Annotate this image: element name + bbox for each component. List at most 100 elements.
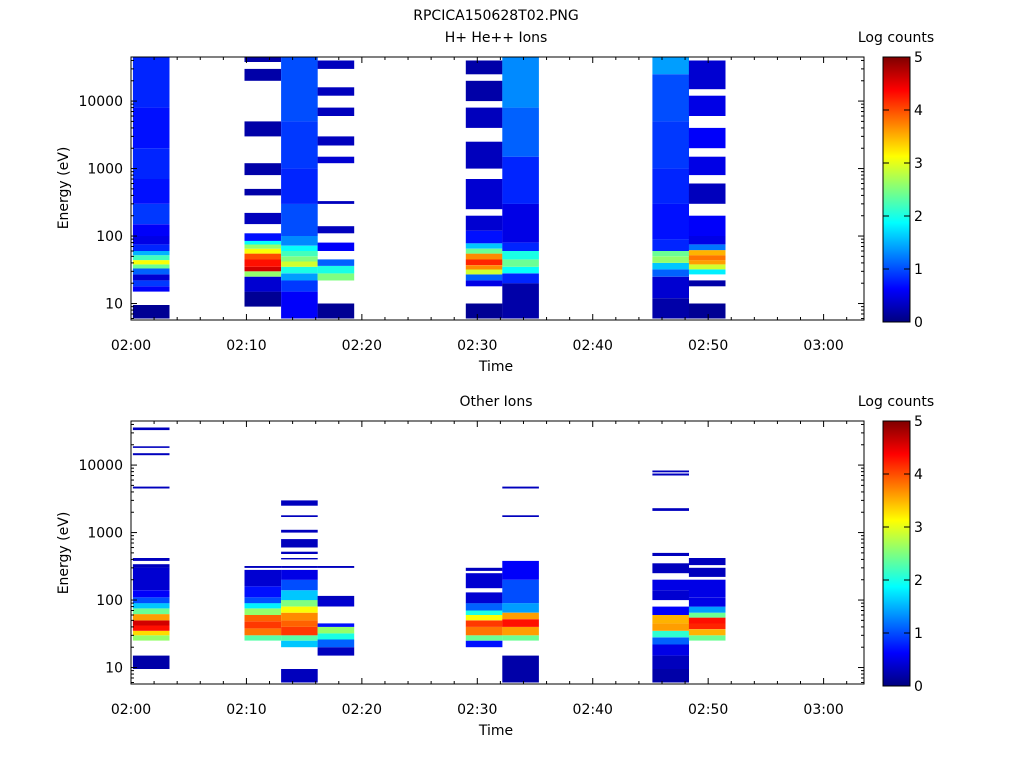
spectrogram-cell (688, 236, 726, 245)
spectrogram-cell (652, 203, 689, 240)
spectrogram-cell (244, 57, 282, 62)
panel-other-ions: Other Ions 02:00 02:10 02:20 02:30 02:40 02:5… (56, 394, 934, 739)
spectrogram-cell (132, 268, 170, 275)
spectrogram-cell (132, 280, 170, 287)
spectrogram-cell (688, 127, 726, 149)
colorbar-tick-label: 4 (914, 103, 923, 119)
spectrogram-cell (132, 620, 170, 626)
spectrogram-cell (132, 625, 170, 631)
spectrogram-cell (132, 558, 170, 561)
spectrogram-cell (652, 262, 689, 270)
spectrogram-cell (132, 427, 170, 431)
spectrogram-cell (244, 68, 282, 81)
spectrogram-cell (244, 271, 282, 277)
y-tick-label: 1000 (87, 162, 123, 178)
spectrogram-cell (132, 305, 170, 319)
spectrogram-cell (502, 203, 539, 243)
x-axis-label: Time (478, 359, 513, 375)
spectrogram-cell (132, 446, 170, 448)
spectrogram-cell (502, 612, 539, 620)
x-tick-label: 03:00 (803, 702, 843, 718)
x-tick-label: 02:20 (342, 338, 382, 354)
spectrogram-cell (281, 256, 318, 262)
colorbar-tick-label: 3 (914, 520, 923, 536)
spectrogram-cell (465, 280, 503, 287)
spectrogram-cell (244, 628, 282, 636)
spectrogram-cell (317, 107, 355, 116)
axes: 02:00 02:10 02:20 02:30 02:40 02:50 03:00 10 100… (78, 57, 864, 354)
y-tick-label: 100 (96, 229, 123, 245)
spectrogram-cell (281, 566, 318, 568)
x-tick-label: 02:30 (457, 338, 497, 354)
spectrogram-cell (132, 567, 170, 591)
spectrogram-cell (132, 244, 170, 251)
spectrogram-cell (132, 590, 170, 598)
spectrogram-cell (244, 253, 282, 260)
colorbar-tick-label: 5 (914, 50, 923, 66)
spectrogram-cell (465, 141, 503, 169)
spectrogram-cell (317, 273, 355, 281)
spectrogram-cell (502, 603, 539, 613)
spectrogram-cell (502, 486, 539, 489)
spectrogram-cell (132, 608, 170, 615)
spectrogram-cell (688, 156, 726, 176)
spectrogram-cell (688, 558, 726, 566)
spectrogram-cell (502, 655, 539, 683)
spectrogram-cell (652, 552, 689, 556)
spectrogram-cell (652, 630, 689, 638)
spectrogram-cell (652, 655, 689, 669)
spectrogram-cell (281, 620, 318, 627)
spectrogram-cell (688, 635, 726, 641)
spectrogram-cell (132, 251, 170, 256)
y-axis-label: Energy (eV) (56, 512, 72, 595)
x-tick-label: 02:10 (226, 338, 266, 354)
spectrogram-cell (281, 121, 318, 169)
x-tick-label: 02:00 (111, 338, 151, 354)
spectrogram-cell (132, 630, 170, 636)
spectrogram-cell (281, 529, 318, 533)
spectrogram-cell (502, 560, 539, 580)
spectrogram-cell (502, 273, 539, 284)
spectrogram-cell (281, 266, 318, 274)
spectrogram-cell (688, 606, 726, 613)
spectrogram-cell (688, 617, 726, 624)
spectrogram-cell (317, 156, 355, 164)
spectrogram-cell (132, 486, 170, 489)
spectrogram-cell (465, 269, 503, 275)
spectrogram-cell (465, 274, 503, 281)
spectrogram-cell (465, 107, 503, 128)
spectrogram-cell (281, 280, 318, 292)
spectrogram-cell (465, 640, 503, 648)
x-tick-label: 03:00 (803, 338, 843, 354)
spectrogram-cell (317, 566, 355, 568)
spectrogram-cell (281, 579, 318, 591)
spectrogram-cell (465, 80, 503, 102)
spectrogram-cell (502, 283, 539, 319)
spectrogram-cell (652, 473, 689, 476)
spectrogram-cell (652, 615, 689, 624)
spectrogram-cell (281, 640, 318, 648)
spectrogram-cell (244, 621, 282, 629)
spectrogram-cell (652, 606, 689, 615)
x-axis-label: Time (478, 723, 513, 739)
x-tick-label: 02:30 (457, 702, 497, 718)
x-tick-label: 02:20 (342, 702, 382, 718)
spectrogram-cell (132, 179, 170, 204)
spectrogram-cell (244, 248, 282, 254)
spectrogram-cell (688, 280, 726, 287)
spectrogram-cell (244, 233, 282, 241)
spectrogram-cell (281, 569, 318, 580)
spectrogram-cell (281, 669, 318, 683)
spectrogram-cell (281, 626, 318, 636)
spectrogram-cell (652, 669, 689, 683)
spectrogram-cell (652, 298, 689, 319)
spectrogram-cell (465, 230, 503, 244)
colorbar-tick-label: 2 (914, 573, 923, 589)
spectrogram-cell (281, 558, 318, 560)
spectrogram-cell (652, 168, 689, 204)
spectrogram-cell (132, 107, 170, 149)
spectrogram-cell (652, 508, 689, 511)
spectrogram-cell (502, 251, 539, 260)
colorbar-tick-label: 1 (914, 262, 923, 278)
spectrogram-cell (281, 515, 318, 517)
